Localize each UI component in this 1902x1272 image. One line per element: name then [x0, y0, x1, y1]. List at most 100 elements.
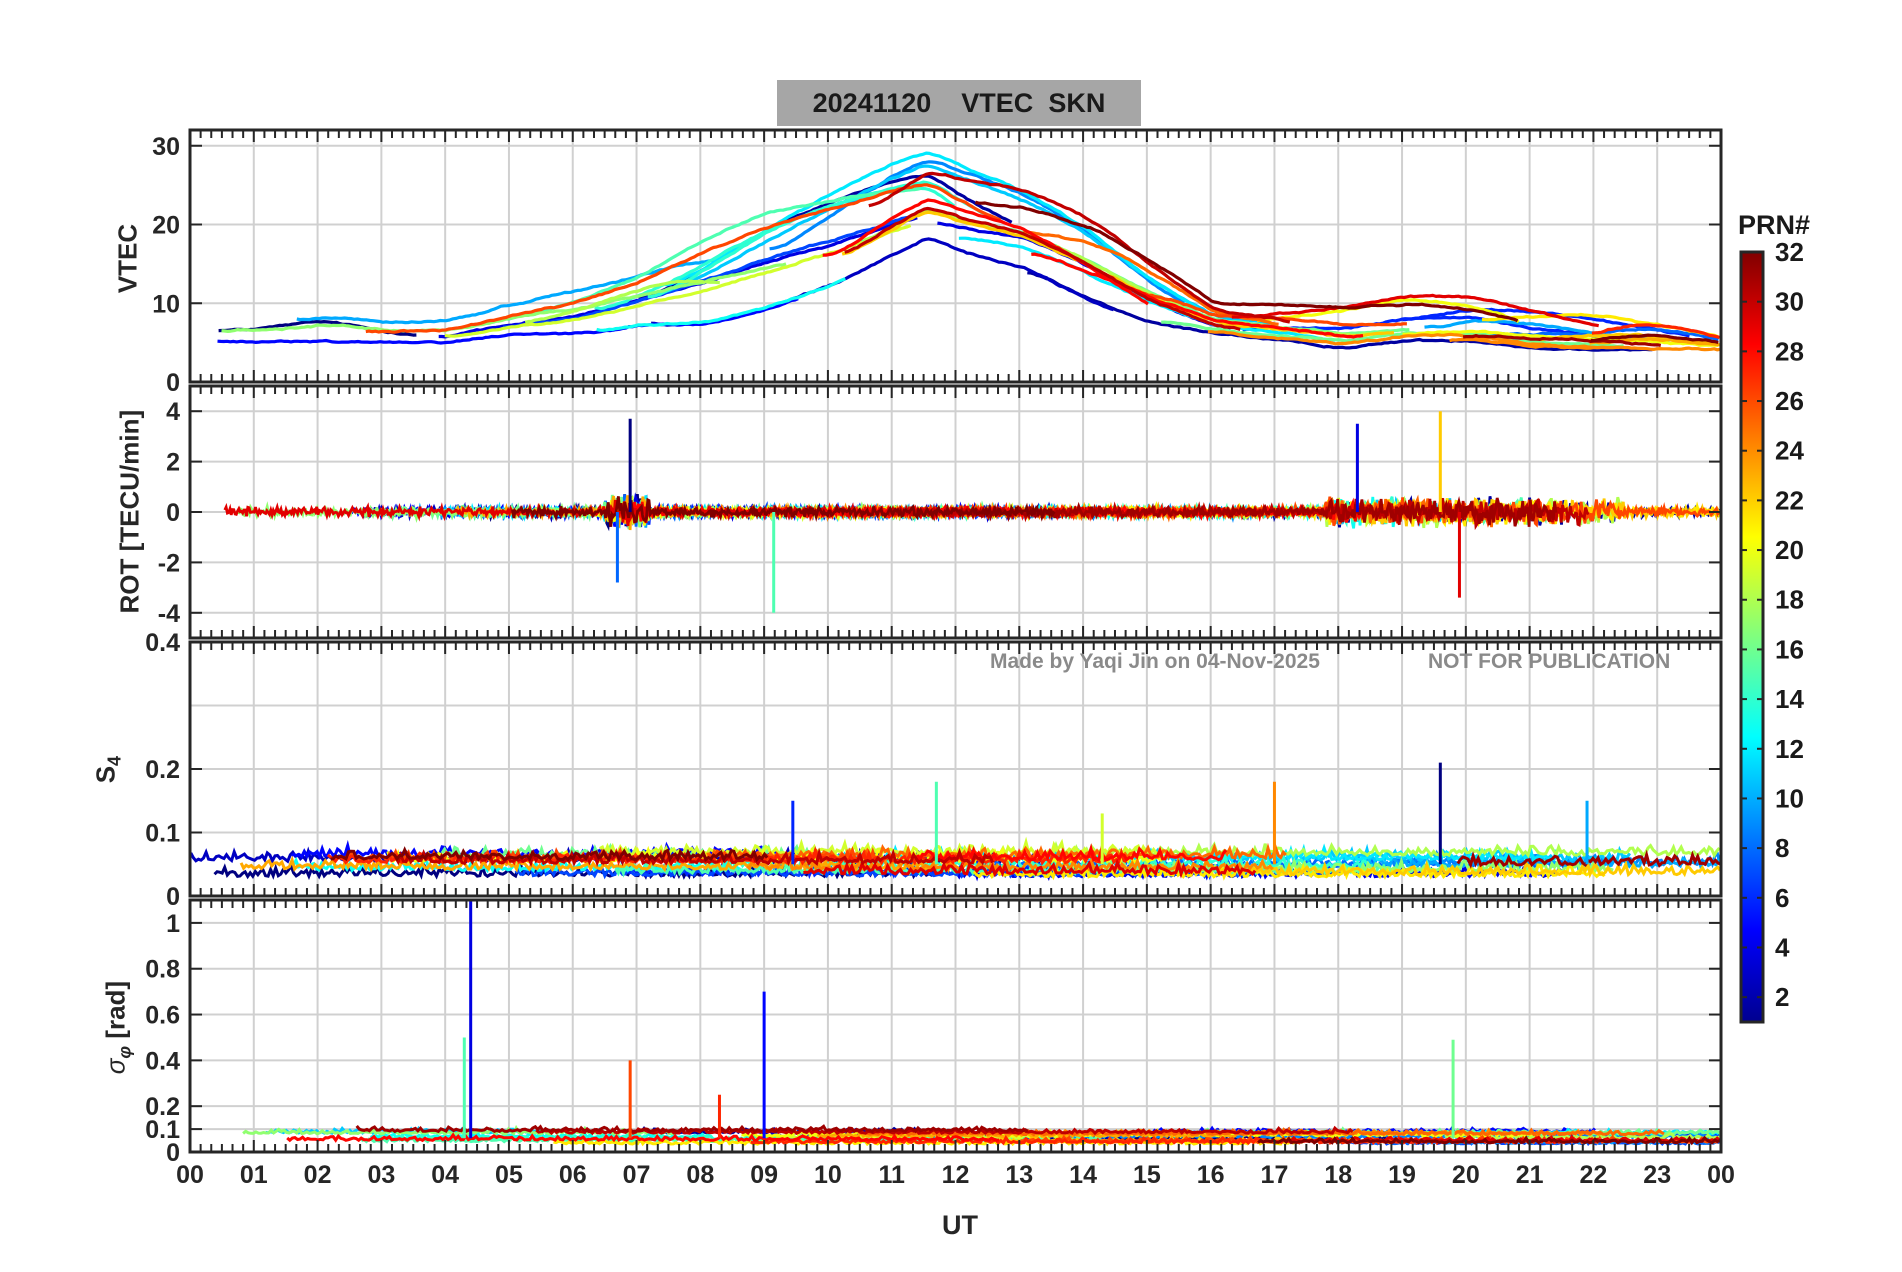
- colorbar-gradient: [1739, 250, 1765, 1024]
- x-tick-label: 17: [1261, 1161, 1289, 1189]
- y-tick-label: 0.4: [145, 629, 180, 657]
- ylabel-s4: S4: [90, 755, 125, 784]
- vtec-series-prn13: [596, 277, 846, 332]
- colorbar-tick-label: 30: [1775, 287, 1804, 317]
- x-tick-label: 18: [1324, 1161, 1352, 1189]
- x-tick-label: 07: [623, 1161, 651, 1189]
- vtec-series-prn2: [1027, 271, 1653, 352]
- vtec-series-prn18: [524, 279, 720, 324]
- vtec-series-prn28: [1031, 252, 1364, 339]
- y-tick-label: 0.2: [145, 756, 180, 784]
- sigma-series-prn28: [286, 1132, 1000, 1143]
- x-tick-label: 08: [686, 1161, 714, 1189]
- vtec-series-prn10: [1424, 318, 1617, 339]
- s4-series-prn29: [803, 858, 1257, 879]
- vtec-series-prn29: [1231, 293, 1599, 328]
- watermark-notice: NOT FOR PUBLICATION: [1428, 650, 1671, 673]
- y-tick-label: 2: [166, 449, 180, 477]
- ylabel-rot: ROT [TECU/min]: [114, 409, 145, 614]
- title-date: 20241120: [812, 87, 932, 118]
- y-tick-label: 0: [166, 883, 180, 911]
- x-tick-label: 12: [942, 1161, 970, 1189]
- y-tick-label: 0: [166, 499, 180, 527]
- x-tick-label: 04: [431, 1161, 459, 1189]
- axes-sigma_phi: 00.10.2 0.4 0.6 0.8 1: [145, 898, 1723, 1167]
- s4-series-prn30: [394, 847, 995, 868]
- vtec-series-prn26: [365, 183, 1002, 334]
- colorbar-tick-label: 22: [1775, 485, 1804, 515]
- panel-frame: [188, 128, 1723, 384]
- x-tick-label: 00: [1707, 1161, 1735, 1189]
- y-tick-label: 0.2: [145, 1093, 180, 1121]
- vtec-series-prn30: [868, 171, 1291, 324]
- x-tick-label: 00: [176, 1161, 204, 1189]
- y-tick-label: 1: [166, 910, 180, 938]
- y-tick-label: 0.8: [145, 956, 180, 984]
- colorbar-tick-label: 32: [1775, 237, 1804, 267]
- vtec-series-group: [217, 151, 1721, 352]
- vtec-series-prn16: [1161, 320, 1624, 349]
- title-box: [777, 80, 1141, 126]
- y-tick-label: -2: [158, 549, 180, 577]
- x-tick-label: 22: [1580, 1161, 1608, 1189]
- colorbar-tick-label: 20: [1775, 535, 1804, 565]
- x-tick-label: 21: [1516, 1161, 1544, 1189]
- x-tick-label: 14: [1069, 1161, 1097, 1189]
- title-station: SKN: [1048, 87, 1106, 118]
- colorbar-tick-label: 4: [1775, 932, 1790, 962]
- x-tick-label: 02: [304, 1161, 332, 1189]
- colorbar-tick-label: 16: [1775, 634, 1804, 664]
- y-tick-label: 0.6: [145, 1002, 180, 1030]
- title-parameter: VTEC: [961, 87, 1034, 118]
- s4-series-prn32: [330, 846, 769, 863]
- y-tick-label: 0.1: [145, 820, 180, 848]
- chart-title: 20241120 VTEC SKN: [777, 80, 1141, 126]
- x-tick-label: 11: [878, 1161, 905, 1189]
- ylabel-vtec: VTEC: [112, 223, 143, 294]
- sigma-series-prn32: [1257, 1135, 1721, 1146]
- vtec-series-prn31: [1462, 334, 1662, 347]
- colorbar-tick-label: 6: [1775, 883, 1789, 913]
- x-tick-label: 06: [559, 1161, 587, 1189]
- vtec-series-prn20: [1257, 298, 1520, 324]
- colorbar-tick-label: 28: [1775, 336, 1804, 366]
- x-axis-label: UT: [942, 1210, 978, 1240]
- sigma-series-group: [242, 900, 1721, 1147]
- s4-series-prn31: [1456, 849, 1721, 869]
- vtec-series-prn24: [1449, 337, 1721, 352]
- colorbar-tick-label: 10: [1775, 783, 1804, 813]
- vtec-series-prn32: [1590, 333, 1719, 344]
- y-tick-label: 20: [152, 212, 180, 240]
- rot-series-group: [223, 411, 1721, 613]
- y-tick-label: 0: [166, 1139, 180, 1167]
- y-tick-label: 0.4: [145, 1047, 180, 1075]
- colorbar-tick-label: 12: [1775, 734, 1804, 764]
- panel-sigma_phi: [189, 900, 1722, 1153]
- y-tick-label: 4: [166, 398, 180, 426]
- vtec-series-prn22: [841, 210, 1395, 338]
- vtec-series-prn27: [1591, 323, 1720, 339]
- y-tick-label: 10: [152, 290, 180, 318]
- sigma-series-prn31: [355, 1124, 1029, 1134]
- rot-series-prn31: [954, 495, 1558, 527]
- x-tick-label: 15: [1133, 1161, 1161, 1189]
- x-tick-label: 19: [1388, 1161, 1416, 1189]
- vtec-series-prn28: [822, 198, 1149, 306]
- axes-ROT: -4 -2 0 2 4: [158, 384, 1723, 640]
- s4-series-prn28: [916, 843, 1228, 863]
- vtec-series-prn32: [974, 200, 1519, 323]
- colorbar-title: PRN#: [1738, 210, 1811, 240]
- colorbar-tick-label: 18: [1775, 585, 1804, 615]
- axes-VTEC: 0 10 20 30: [152, 128, 1723, 397]
- s4-series-prn23: [239, 855, 939, 874]
- x-tick-label: 01: [240, 1161, 268, 1189]
- x-tick-label: 10: [814, 1161, 842, 1189]
- vtec-series-prn5: [217, 297, 799, 345]
- x-tick-label: 13: [1005, 1161, 1033, 1189]
- rot-series-prn32: [511, 496, 1056, 528]
- x-tick-label: 20: [1452, 1161, 1480, 1189]
- y-tick-label: 0.1: [145, 1116, 180, 1144]
- colorbar-tick-label: 2: [1775, 982, 1789, 1012]
- x-tick-label: 09: [750, 1161, 778, 1189]
